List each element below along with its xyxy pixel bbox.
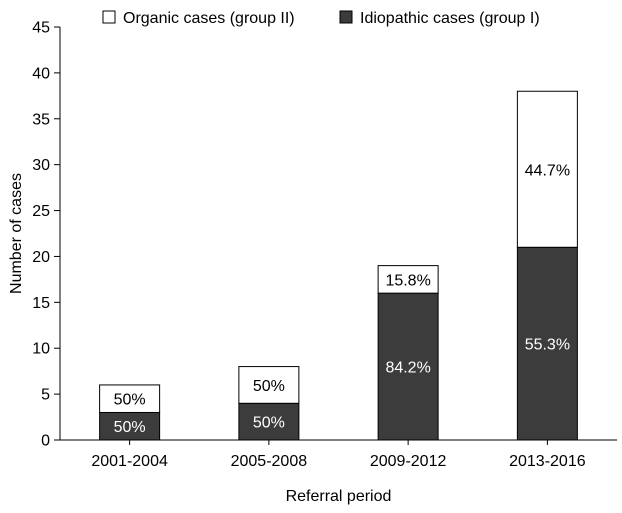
y-axis-ticks: 0 5 10 15 20 25 30 35 40 45 — [32, 20, 60, 450]
bar-data-label: 50% — [253, 415, 285, 432]
y-tick-label: 25 — [32, 203, 50, 220]
bars — [99, 90, 578, 441]
bar-organic-cases-2013-2016 — [516, 90, 578, 248]
y-tick-label: 0 — [41, 433, 50, 450]
x-tick-label: 2001-2004 — [91, 453, 168, 470]
bar-data-label: 50% — [253, 378, 285, 395]
axes — [59, 27, 617, 441]
legend-swatch — [339, 10, 353, 24]
y-tick-label: 10 — [32, 341, 50, 358]
y-tick-label: 5 — [41, 387, 50, 404]
bar-organic-cases-2005-2008 — [238, 366, 300, 404]
y-tick-label: 30 — [32, 157, 50, 174]
legend-swatch — [102, 10, 116, 24]
x-axis-title: Referral period — [286, 488, 392, 505]
x-axis-ticks: 2001-2004 2005-2008 2009-2012 2013-2016 — [91, 440, 586, 470]
y-tick-label: 45 — [32, 20, 50, 37]
x-tick-label: 2005-2008 — [231, 453, 308, 470]
bar-data-label: 50% — [114, 419, 146, 436]
bar-data-label: 50% — [114, 392, 146, 409]
y-tick-label: 35 — [32, 111, 50, 128]
y-axis-title: Number of cases — [8, 173, 25, 294]
y-tick-label: 20 — [32, 249, 50, 266]
x-tick-label: 2013-2016 — [509, 453, 586, 470]
legend: Organic cases (group II) Idiopathic cases… — [102, 10, 540, 27]
legend-label: Organic cases (group II) — [123, 10, 295, 27]
y-tick-label: 40 — [32, 65, 50, 82]
bar-data-label: 44.7% — [525, 162, 570, 179]
bar-data-labels: 50% 50% 50% 50% 84.2% 15.8% 55.3% 44.7% — [114, 162, 570, 436]
bar-data-label: 55.3% — [525, 337, 570, 354]
bar-organic-cases-2009-2012 — [377, 265, 439, 294]
x-tick-label: 2009-2012 — [370, 453, 447, 470]
bar-organic-cases-2001-2004 — [99, 384, 161, 413]
bar-data-label: 15.8% — [385, 272, 430, 289]
legend-label: Idiopathic cases (group I) — [360, 10, 540, 27]
y-tick-label: 15 — [32, 295, 50, 312]
bar-idiopathic-cases-2001-2004 — [99, 411, 161, 441]
bar-idiopathic-cases-2009-2012 — [377, 292, 439, 441]
bar-data-label: 84.2% — [385, 360, 430, 377]
